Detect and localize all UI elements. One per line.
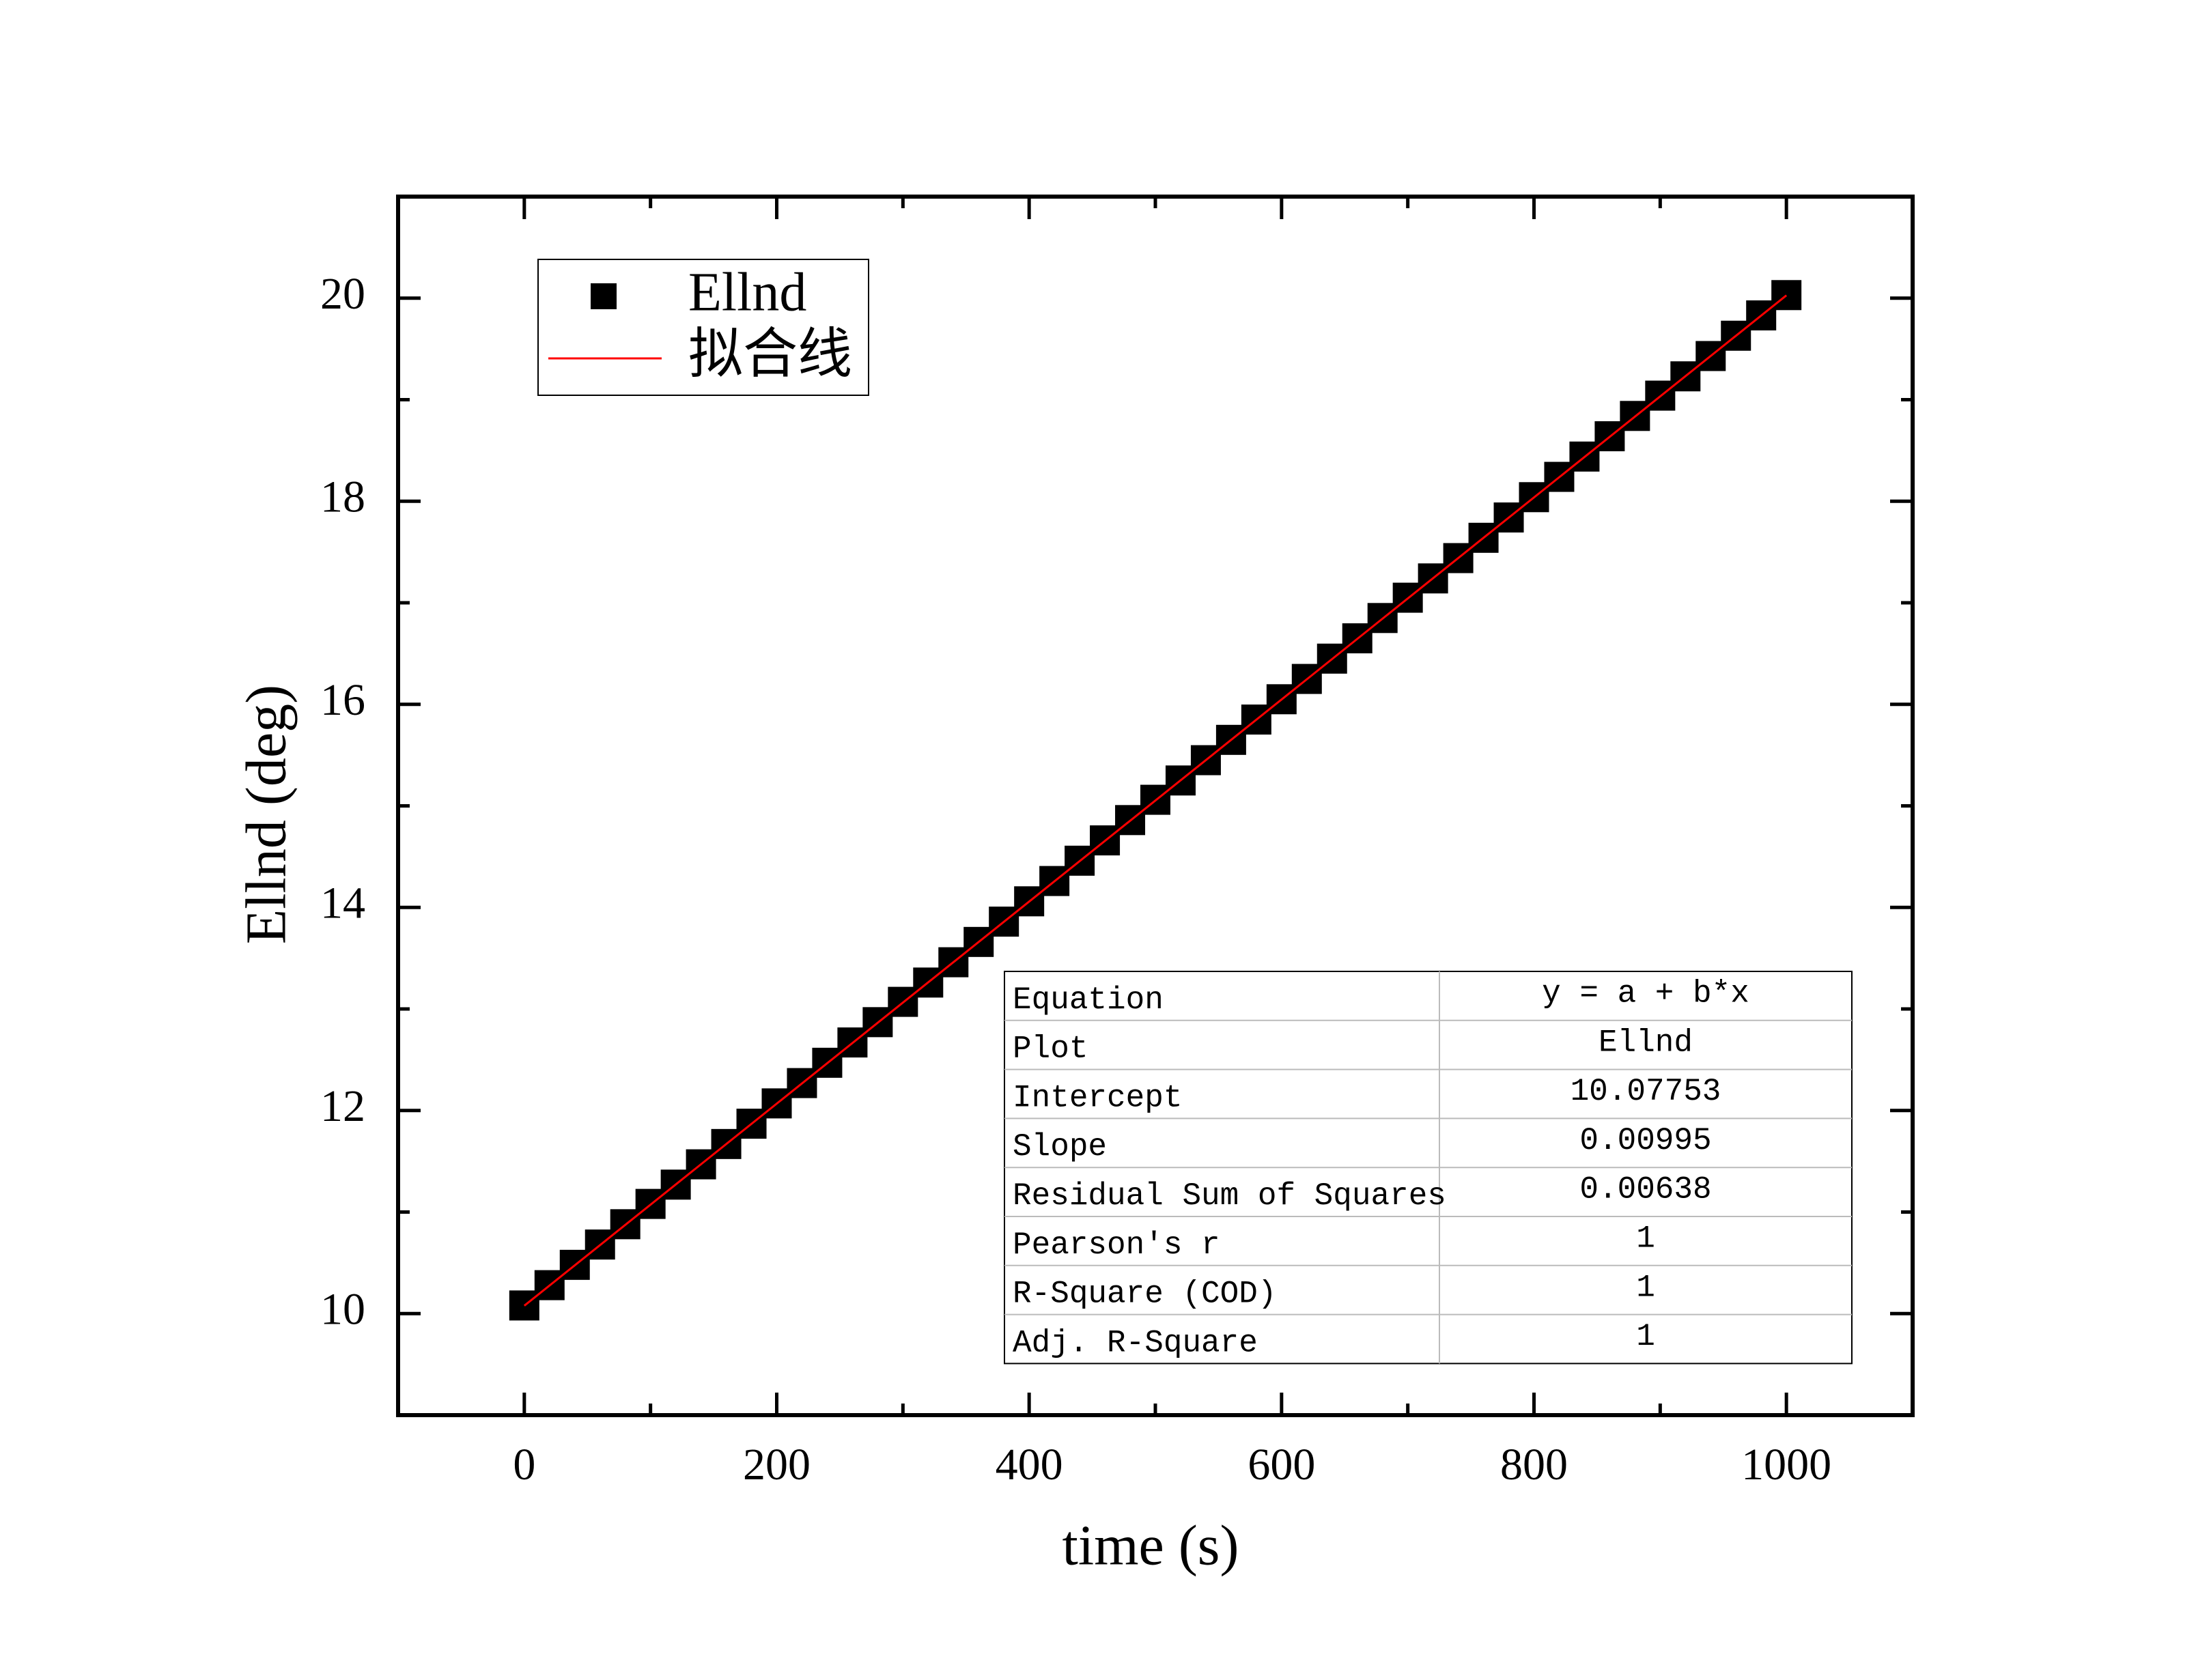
plot-frame xyxy=(396,195,1915,1417)
table-value: 0.00995 xyxy=(1579,1123,1711,1158)
table-value: y = a + b*x xyxy=(1542,976,1749,1011)
x-tick-label: 400 xyxy=(996,1440,1063,1490)
y-tick-label: 18 xyxy=(320,472,365,522)
x-tick-label: 600 xyxy=(1248,1440,1315,1490)
table-key: Adj. R-Square xyxy=(1013,1325,1258,1361)
table-value: 1 xyxy=(1636,1319,1655,1354)
x-tick-label: 1000 xyxy=(1741,1440,1831,1490)
table-key: Plot xyxy=(1013,1031,1088,1067)
y-axis-title: Ellnd (deg) xyxy=(234,685,298,944)
table-key: Equation xyxy=(1013,982,1164,1018)
y-tick-label: 14 xyxy=(320,878,365,928)
x-tick-label: 0 xyxy=(513,1440,535,1490)
x-tick-label: 800 xyxy=(1500,1440,1568,1490)
legend-label: 拟合线 xyxy=(688,324,852,384)
y-tick-label: 20 xyxy=(320,269,365,319)
table-key: R-Square (COD) xyxy=(1013,1277,1276,1312)
table-key: Pearson's r xyxy=(1013,1227,1220,1263)
table-key: Slope xyxy=(1013,1129,1107,1165)
table-value: 10.07753 xyxy=(1571,1074,1721,1109)
legend-box xyxy=(537,259,869,396)
legend-marker xyxy=(591,283,617,309)
table-key: Intercept xyxy=(1013,1080,1182,1115)
table-value: 0.00638 xyxy=(1579,1172,1711,1208)
legend-label: Ellnd xyxy=(688,262,806,322)
y-tick-label: 16 xyxy=(320,675,365,725)
y-tick-label: 10 xyxy=(320,1284,365,1334)
table-value: 1 xyxy=(1636,1221,1655,1256)
x-axis-title: time (s) xyxy=(1062,1513,1239,1577)
x-tick-label: 200 xyxy=(743,1440,811,1490)
point xyxy=(1771,280,1802,311)
table-key: Residual Sum of Squares xyxy=(1013,1178,1446,1214)
table-value: Ellnd xyxy=(1599,1025,1693,1060)
fit-line xyxy=(523,294,1788,1307)
table-value: 1 xyxy=(1636,1270,1655,1305)
y-tick-label: 12 xyxy=(320,1081,365,1131)
